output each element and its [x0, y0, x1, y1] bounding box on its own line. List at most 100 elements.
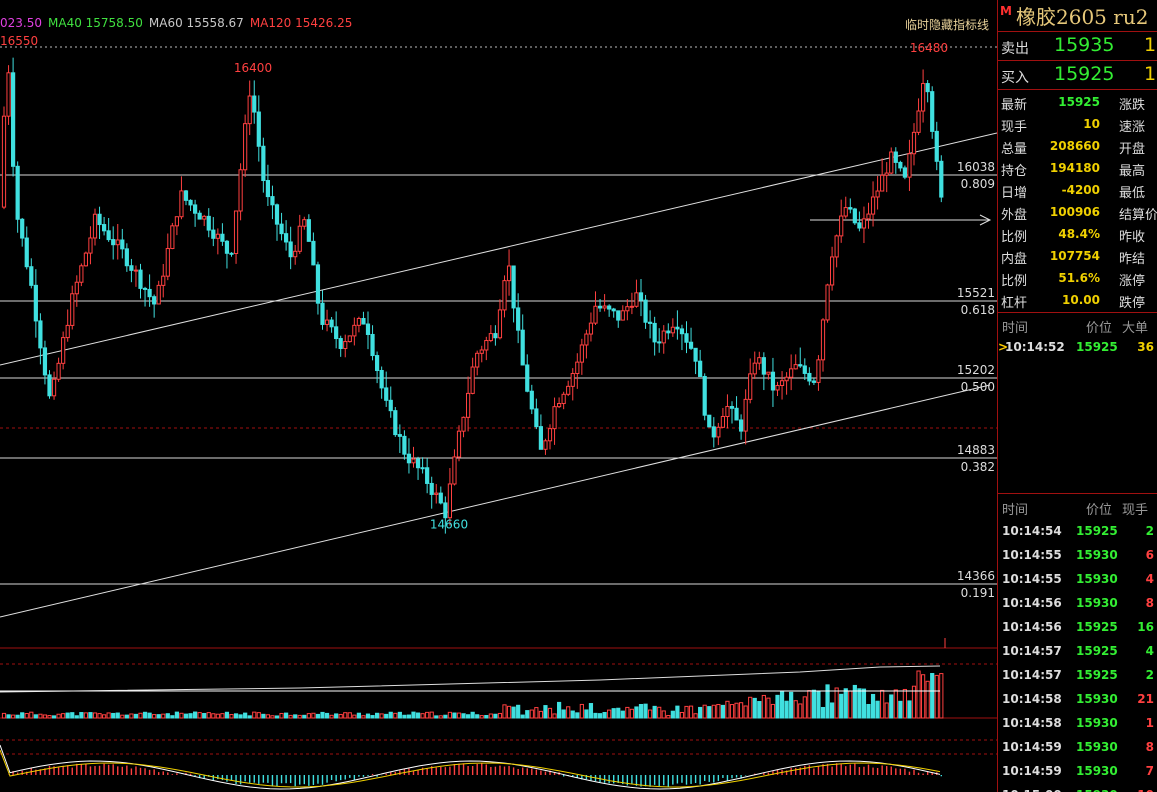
volume-bar [880, 689, 885, 719]
volume-bar [356, 712, 361, 719]
candle-body [343, 341, 348, 349]
tick-row[interactable]: 10:14:58 15930 21 [998, 688, 1157, 712]
fib-level-ratio: 0.191 [961, 586, 995, 600]
tick-row[interactable]: 10:14:58 15930 1 [998, 712, 1157, 736]
tick-table[interactable]: 时间 价位 现手 10:14:54 15925 2 10:14:55 15930 6 10:… [998, 493, 1157, 792]
tick-row[interactable]: 10:14:59 15930 7 [998, 760, 1157, 784]
stat-label-secondary: 涨停 [1119, 274, 1146, 289]
candle-body [83, 252, 89, 267]
sell-row[interactable]: 卖出 15935 15 [998, 32, 1157, 61]
volume-bar [825, 684, 830, 719]
candle-body [352, 324, 357, 337]
volume-bar [261, 713, 266, 719]
volume-bar [252, 711, 257, 719]
tick-price: 15925 [1076, 620, 1118, 634]
tick-row[interactable]: 10:14:59 15930 8 [998, 736, 1157, 760]
volume-bar [793, 700, 798, 719]
volume-bar [147, 712, 152, 719]
volume-bar [607, 709, 612, 719]
fib-level-ratio: 0.809 [961, 177, 995, 191]
candle-body [406, 453, 412, 464]
macd-dif-line [0, 744, 941, 790]
candle-body [379, 369, 384, 389]
stat-value: 194180 [1049, 161, 1100, 175]
stat-value: 10.00 [1062, 293, 1100, 307]
stat-label-secondary: 昨收 [1119, 230, 1146, 245]
tick-row[interactable]: 10:14:57 15925 4 [998, 640, 1157, 664]
tick-row[interactable]: 10:14:55 15930 4 [998, 568, 1157, 592]
candle-body [516, 307, 521, 331]
volume-bar [329, 714, 334, 719]
candle-body [488, 333, 493, 342]
candle-body [425, 467, 430, 484]
candle-body [720, 415, 725, 428]
volume-bar [866, 703, 871, 719]
volume-bar [934, 674, 939, 719]
tick-time: 10:14:55 [1002, 548, 1062, 562]
tick-row[interactable]: 10:14:56 15925 16 [998, 616, 1157, 640]
tick-row[interactable]: 10:14:57 15925 2 [998, 664, 1157, 688]
candle-body [534, 408, 539, 428]
candle-body [61, 337, 66, 364]
volume-bar [470, 711, 475, 719]
candle-body [902, 167, 907, 178]
candle-body [834, 235, 839, 258]
volume-bar [670, 710, 675, 719]
candle-body [183, 190, 189, 201]
hide-indicators-button[interactable]: 临时隐藏指标线 [904, 18, 989, 32]
tick-row[interactable]: 10:14:56 15930 8 [998, 592, 1157, 616]
big-order-row[interactable]: >10:14:52 15925 36 [998, 337, 1157, 359]
volume-bar [293, 714, 298, 719]
candle-body [42, 347, 48, 376]
volume-bar [142, 711, 148, 719]
candle-body [748, 373, 753, 400]
candle-body [889, 151, 894, 174]
volume-bar [547, 707, 553, 719]
candle-body [384, 387, 389, 401]
stat-label: 总量 [1001, 142, 1028, 157]
tick-row[interactable]: 10:14:55 15930 6 [998, 544, 1157, 568]
volume-bar [447, 711, 452, 719]
volume-bar [570, 710, 575, 719]
tick-time: 10:14:57 [1002, 644, 1062, 658]
buy-row[interactable]: 买入 15925 12 [998, 61, 1157, 90]
candle-body [466, 392, 471, 418]
stat-label-secondary: 最高 [1119, 164, 1146, 179]
volume-bar [111, 712, 116, 719]
volume-bar [352, 714, 357, 719]
volume-bar [83, 712, 89, 719]
candle-body [584, 333, 589, 346]
candle-body [397, 434, 402, 437]
candle-body [334, 326, 339, 340]
volume-bar [711, 704, 716, 719]
volume-bar [748, 696, 753, 719]
price-annotation: 16400 [234, 61, 272, 75]
stat-label: 持仓 [1001, 164, 1028, 179]
candle-body [620, 310, 625, 321]
price-chart[interactable]: 16038 0.809 15521 0.618 15202 0.500 14883 0.382… [0, 0, 997, 792]
volume-bar [584, 709, 589, 719]
candle-body [652, 322, 657, 343]
volume-bar [133, 713, 139, 719]
candle-body [315, 264, 321, 304]
candle-body [761, 357, 766, 375]
volume-bar [766, 697, 771, 719]
big-order-price: 15925 [1076, 340, 1118, 354]
candle-body [557, 403, 562, 408]
tick-price: 15930 [1076, 740, 1118, 754]
tick-time: 10:14:58 [1002, 716, 1062, 730]
tick-price-header: 价位 [1086, 503, 1113, 518]
tick-row[interactable]: 10:14:54 15925 2 [998, 520, 1157, 544]
candle-body [120, 239, 125, 250]
volume-bar [789, 691, 794, 719]
tick-row[interactable]: 10:15:00 15930 10 [998, 784, 1157, 792]
chart-area[interactable]: 16038 0.809 15521 0.618 15202 0.500 14883 0.382… [0, 0, 997, 792]
stat-label-secondary: 开盘 [1119, 142, 1146, 157]
candle-body [579, 344, 584, 363]
candle-body [802, 365, 807, 374]
volume-bar [807, 690, 812, 719]
candle-body [347, 335, 352, 343]
candle-body [870, 196, 876, 215]
market-badge: M [1000, 4, 1012, 18]
candle-body [588, 322, 594, 335]
